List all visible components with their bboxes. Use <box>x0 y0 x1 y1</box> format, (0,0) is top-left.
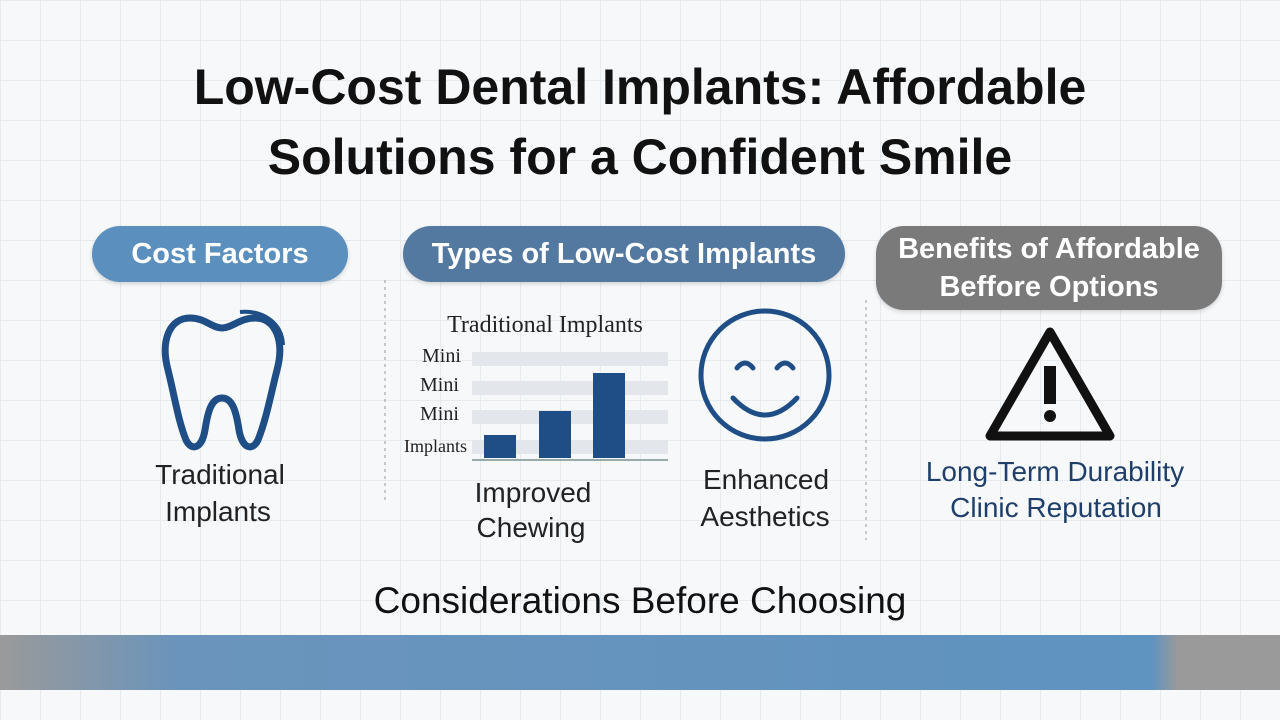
label: Long-Term Durability <box>925 456 1185 487</box>
label: Aesthetics <box>700 501 830 532</box>
mini-chart <box>472 352 668 461</box>
label: Clinic Reputation <box>950 492 1162 523</box>
section-heading: Benefits of Affordable Beffore Options <box>876 226 1222 310</box>
warning-icon <box>985 327 1115 441</box>
section-heading: Types of Low-Cost Implants <box>403 226 845 282</box>
footer-band <box>0 635 1280 690</box>
heading-text: Cost Factors <box>131 238 309 270</box>
title-line: Low-Cost Dental Implants: Affordable <box>193 59 1087 115</box>
chart-label: Mini <box>420 403 459 425</box>
heading-text: Types of Low-Cost Implants <box>431 238 817 270</box>
title-line: Solutions for a Confident Smile <box>267 129 1013 185</box>
smiley-icon <box>698 308 832 442</box>
label: Enhanced <box>702 464 830 495</box>
label: Traditional <box>155 459 285 490</box>
chart-title: Traditional Implants <box>447 312 643 338</box>
tooth-icon-shade <box>239 309 285 346</box>
label: Implants <box>165 496 271 527</box>
tooth-icon <box>161 314 284 451</box>
label: Chewing <box>476 512 586 543</box>
chart-label: Implants <box>404 436 467 456</box>
chart-label: Mini <box>422 345 461 367</box>
section-heading: Cost Factors <box>92 226 348 282</box>
chart-label: Mini <box>420 374 459 396</box>
label: Improved <box>474 477 592 508</box>
footer-text: Considerations Before Choosing <box>373 580 907 621</box>
heading-text: Benefits of Affordable <box>898 233 1200 265</box>
heading-text: Beffore Options <box>939 271 1159 303</box>
